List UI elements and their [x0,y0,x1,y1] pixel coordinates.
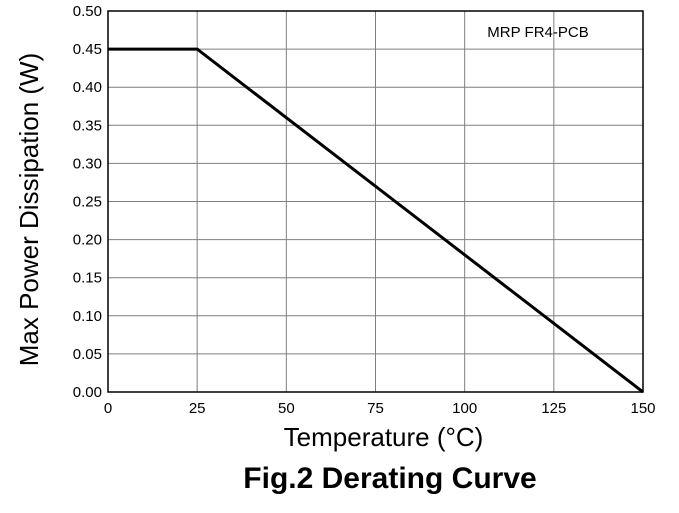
x-tick-label: 25 [189,400,206,417]
y-tick-label: 0.40 [73,79,102,96]
x-axis-title: Temperature (°C) [284,422,484,452]
y-tick-label: 0.20 [73,232,102,249]
y-tick-label: 0.45 [73,41,102,58]
y-axis-title: Max Power Dissipation (W) [14,53,44,367]
y-tick-label: 0.50 [73,3,102,20]
y-tick-label: 0.35 [73,117,102,134]
y-tick-label: 0.15 [73,270,102,287]
y-tick-label: 0.25 [73,194,102,211]
y-axis-ticks: 0.00 0.05 0.10 0.15 0.20 0.25 0.30 0.35 0.40 0.45… [73,3,102,401]
y-tick-label: 0.05 [73,346,102,363]
y-tick-label: 0.10 [73,308,102,325]
x-tick-label: 125 [541,400,566,417]
grid [108,11,643,392]
y-tick-label: 0.00 [73,384,102,401]
x-tick-label: 150 [630,400,655,417]
x-tick-label: 50 [278,400,295,417]
x-tick-label: 0 [104,400,112,417]
x-axis-ticks: 0 25 50 75 100 125 150 [104,400,656,417]
annotation-label: MRP FR4-PCB [487,24,588,41]
x-tick-label: 100 [452,400,477,417]
figure-caption: Fig.2 Derating Curve [243,462,536,495]
y-tick-label: 0.30 [73,155,102,172]
x-tick-label: 75 [367,400,384,417]
